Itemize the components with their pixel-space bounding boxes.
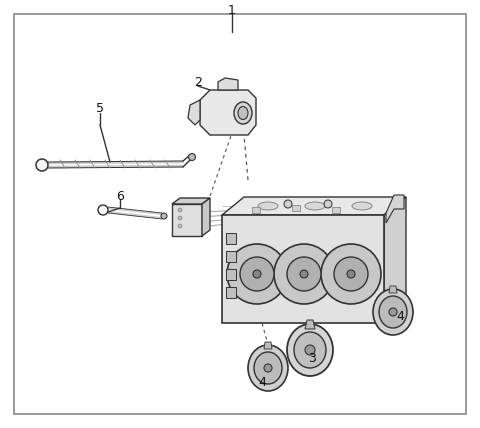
Polygon shape: [222, 197, 406, 215]
Circle shape: [264, 364, 272, 372]
Text: 5: 5: [96, 101, 104, 115]
Ellipse shape: [305, 202, 325, 210]
Text: 2: 2: [194, 75, 202, 89]
Bar: [226, 269, 236, 280]
Circle shape: [287, 257, 321, 291]
Circle shape: [253, 270, 261, 278]
Circle shape: [240, 257, 274, 291]
Circle shape: [324, 200, 332, 208]
Polygon shape: [218, 78, 238, 90]
Ellipse shape: [352, 202, 372, 210]
Bar: [292, 205, 300, 211]
Ellipse shape: [258, 202, 278, 210]
Bar: [332, 207, 340, 213]
Text: 4: 4: [392, 301, 400, 315]
Ellipse shape: [254, 352, 282, 384]
Polygon shape: [384, 197, 406, 323]
Bar: [252, 207, 260, 213]
Polygon shape: [386, 195, 404, 223]
Circle shape: [178, 224, 182, 228]
Circle shape: [300, 270, 308, 278]
Text: 6: 6: [116, 190, 124, 202]
Circle shape: [178, 216, 182, 220]
Bar: [222, 215, 384, 323]
Polygon shape: [188, 100, 200, 125]
Circle shape: [284, 200, 292, 208]
Polygon shape: [172, 198, 210, 204]
Ellipse shape: [238, 107, 248, 119]
Bar: [172, 204, 202, 236]
Circle shape: [274, 244, 334, 304]
Text: 4: 4: [258, 375, 266, 389]
Circle shape: [178, 208, 182, 212]
Text: 1: 1: [228, 3, 236, 17]
Polygon shape: [389, 286, 397, 293]
Ellipse shape: [287, 324, 333, 376]
Circle shape: [227, 244, 287, 304]
Polygon shape: [264, 342, 272, 349]
Ellipse shape: [294, 332, 326, 368]
Text: 3: 3: [306, 336, 314, 350]
Circle shape: [347, 270, 355, 278]
Polygon shape: [202, 198, 210, 236]
Bar: [226, 287, 236, 298]
Circle shape: [161, 213, 167, 219]
Circle shape: [334, 257, 368, 291]
Text: 3: 3: [308, 351, 316, 365]
Polygon shape: [305, 320, 315, 329]
Circle shape: [36, 159, 48, 171]
Text: 4: 4: [258, 372, 266, 384]
Ellipse shape: [248, 345, 288, 391]
Polygon shape: [200, 90, 256, 135]
Circle shape: [189, 154, 195, 160]
Circle shape: [389, 308, 397, 316]
Text: 3: 3: [306, 332, 314, 345]
Circle shape: [321, 244, 381, 304]
Bar: [226, 233, 236, 244]
Ellipse shape: [234, 102, 252, 124]
Circle shape: [98, 205, 108, 215]
Ellipse shape: [379, 296, 407, 328]
Bar: [226, 251, 236, 262]
Text: 4: 4: [396, 309, 404, 323]
Ellipse shape: [373, 289, 413, 335]
Circle shape: [305, 345, 315, 355]
